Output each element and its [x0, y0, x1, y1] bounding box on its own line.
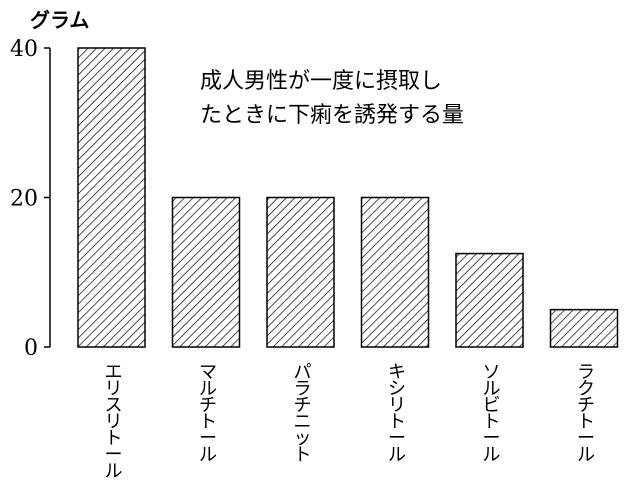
bar-group [77, 47, 619, 348]
y-axis-unit-label: グラム [30, 8, 89, 32]
chart-title-line-1: 成人男性が一度に摂取し [200, 69, 442, 94]
y-tick-label: 0 [24, 336, 38, 361]
bar [549, 308, 619, 348]
y-tick-group: 0 20 40 [10, 37, 50, 361]
bar [360, 196, 430, 348]
category-label-group: エリスリトール マルチトール パラチニット キシリトール ソルビトール ラクチトール [105, 362, 596, 482]
category-label: マルチトール [199, 362, 217, 466]
bar [266, 196, 335, 348]
bar [77, 47, 146, 348]
category-label: ラクチトール [577, 362, 595, 466]
category-label: ソルビトール [483, 362, 501, 466]
y-tick-label: 20 [10, 187, 38, 212]
y-tick-label: 40 [10, 37, 38, 62]
bar [455, 252, 524, 348]
bar [171, 196, 241, 348]
category-label: キシリトール [388, 362, 406, 466]
chart-title-line-2: たときに下痢を誘発する量 [200, 103, 464, 128]
category-label: パラチニット [294, 362, 312, 466]
category-label: エリスリトール [105, 362, 123, 482]
